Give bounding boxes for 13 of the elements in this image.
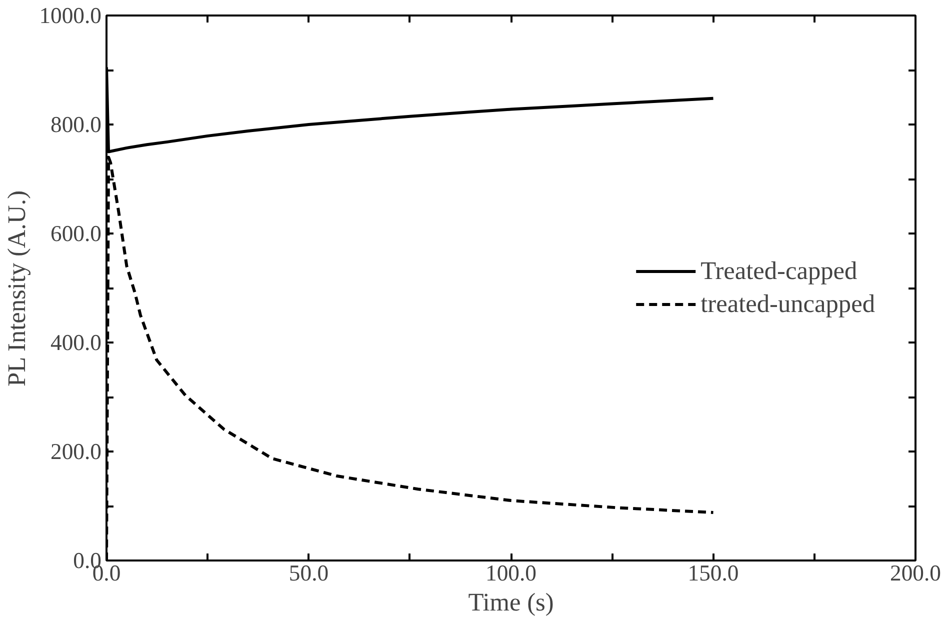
y-tick-label: 200.0 <box>50 439 102 464</box>
legend-label: Treated-capped <box>700 256 858 286</box>
x-axis-title: Time (s) <box>468 588 554 616</box>
y-tick-label: 1000.0 <box>39 3 102 28</box>
x-tick-label: 200.0 <box>890 560 941 586</box>
x-tick-label: 150.0 <box>688 560 739 586</box>
y-tick-label: 800.0 <box>50 112 102 137</box>
y-axis-title: PL Intensity (A.U.) <box>3 190 32 386</box>
x-tick-label: 50.0 <box>288 560 329 586</box>
y-tick-label: 600.0 <box>50 221 102 246</box>
y-tick-label: 400.0 <box>50 330 102 355</box>
legend-label: treated-uncapped <box>700 290 875 318</box>
x-tick-label: 100.0 <box>486 560 536 586</box>
